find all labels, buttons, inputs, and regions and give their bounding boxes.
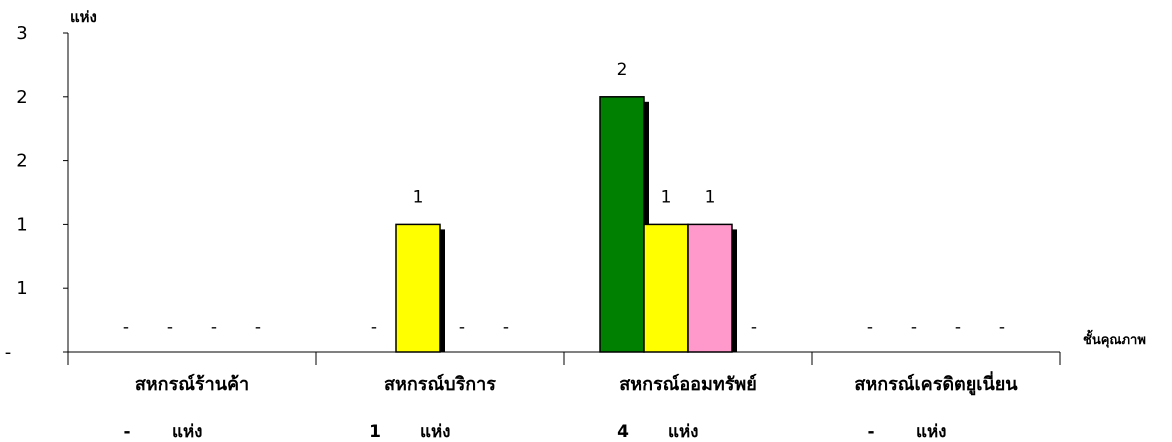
category-count-unit: แห่ง	[420, 422, 450, 442]
bar	[687, 223, 733, 353]
y-tick-label: 2	[16, 87, 27, 108]
chart-axes	[63, 32, 1061, 365]
bar	[599, 96, 645, 353]
zero-data-label: -	[255, 317, 261, 337]
zero-data-label: -	[751, 317, 757, 337]
zero-data-label: -	[123, 317, 129, 337]
category-labels: สหกรณ์ร้านค้า - แห่ง สหกรณ์บริการ 1 แห่ง สหกรณ…	[123, 371, 1018, 442]
data-label: 1	[413, 187, 424, 207]
category-count: 1	[369, 422, 381, 442]
zero-data-label: -	[459, 317, 465, 337]
zero-data-label: -	[911, 317, 917, 337]
zero-data-label: -	[211, 317, 217, 337]
zero-data-label: -	[167, 317, 173, 337]
category-count: -	[867, 422, 874, 442]
zero-data-label: -	[503, 317, 509, 337]
y-tick-label: 1	[16, 214, 27, 235]
category-label: สหกรณ์ออมทรัพย์	[619, 373, 757, 395]
category-count-unit: แห่ง	[916, 422, 946, 442]
y-tick-label: -	[5, 342, 12, 363]
y-tick-label: 3	[16, 23, 27, 44]
category-count: -	[123, 422, 130, 442]
zero-data-label: -	[867, 317, 873, 337]
x-axis-label: ชั้นคุณภาพ	[1083, 329, 1146, 348]
bars	[395, 96, 737, 353]
category-count: 4	[617, 422, 629, 442]
bar	[643, 223, 689, 353]
zero-data-label: -	[999, 317, 1005, 337]
data-label: 2	[617, 60, 628, 80]
category-label: สหกรณ์ร้านค้า	[135, 373, 249, 395]
zero-data-label: -	[955, 317, 961, 337]
category-label: สหกรณ์บริการ	[384, 373, 496, 395]
bar	[395, 223, 441, 353]
y-tick-label: 1	[16, 278, 27, 299]
category-count-unit: แห่ง	[668, 422, 698, 442]
y-tick-labels: - 1 1 2 2 3	[5, 23, 28, 363]
zero-data-label: -	[371, 317, 377, 337]
y-axis-label: แห่ง	[70, 8, 97, 26]
category-label: สหกรณ์เครดิตยูเนี่ยน	[854, 371, 1018, 396]
data-label: 1	[661, 187, 672, 207]
category-count-unit: แห่ง	[172, 422, 202, 442]
data-labels: - - - - - 1 - - 2 1 1 - - - - -	[123, 60, 1005, 338]
data-label: 1	[705, 187, 716, 207]
y-tick-label: 2	[16, 151, 27, 172]
